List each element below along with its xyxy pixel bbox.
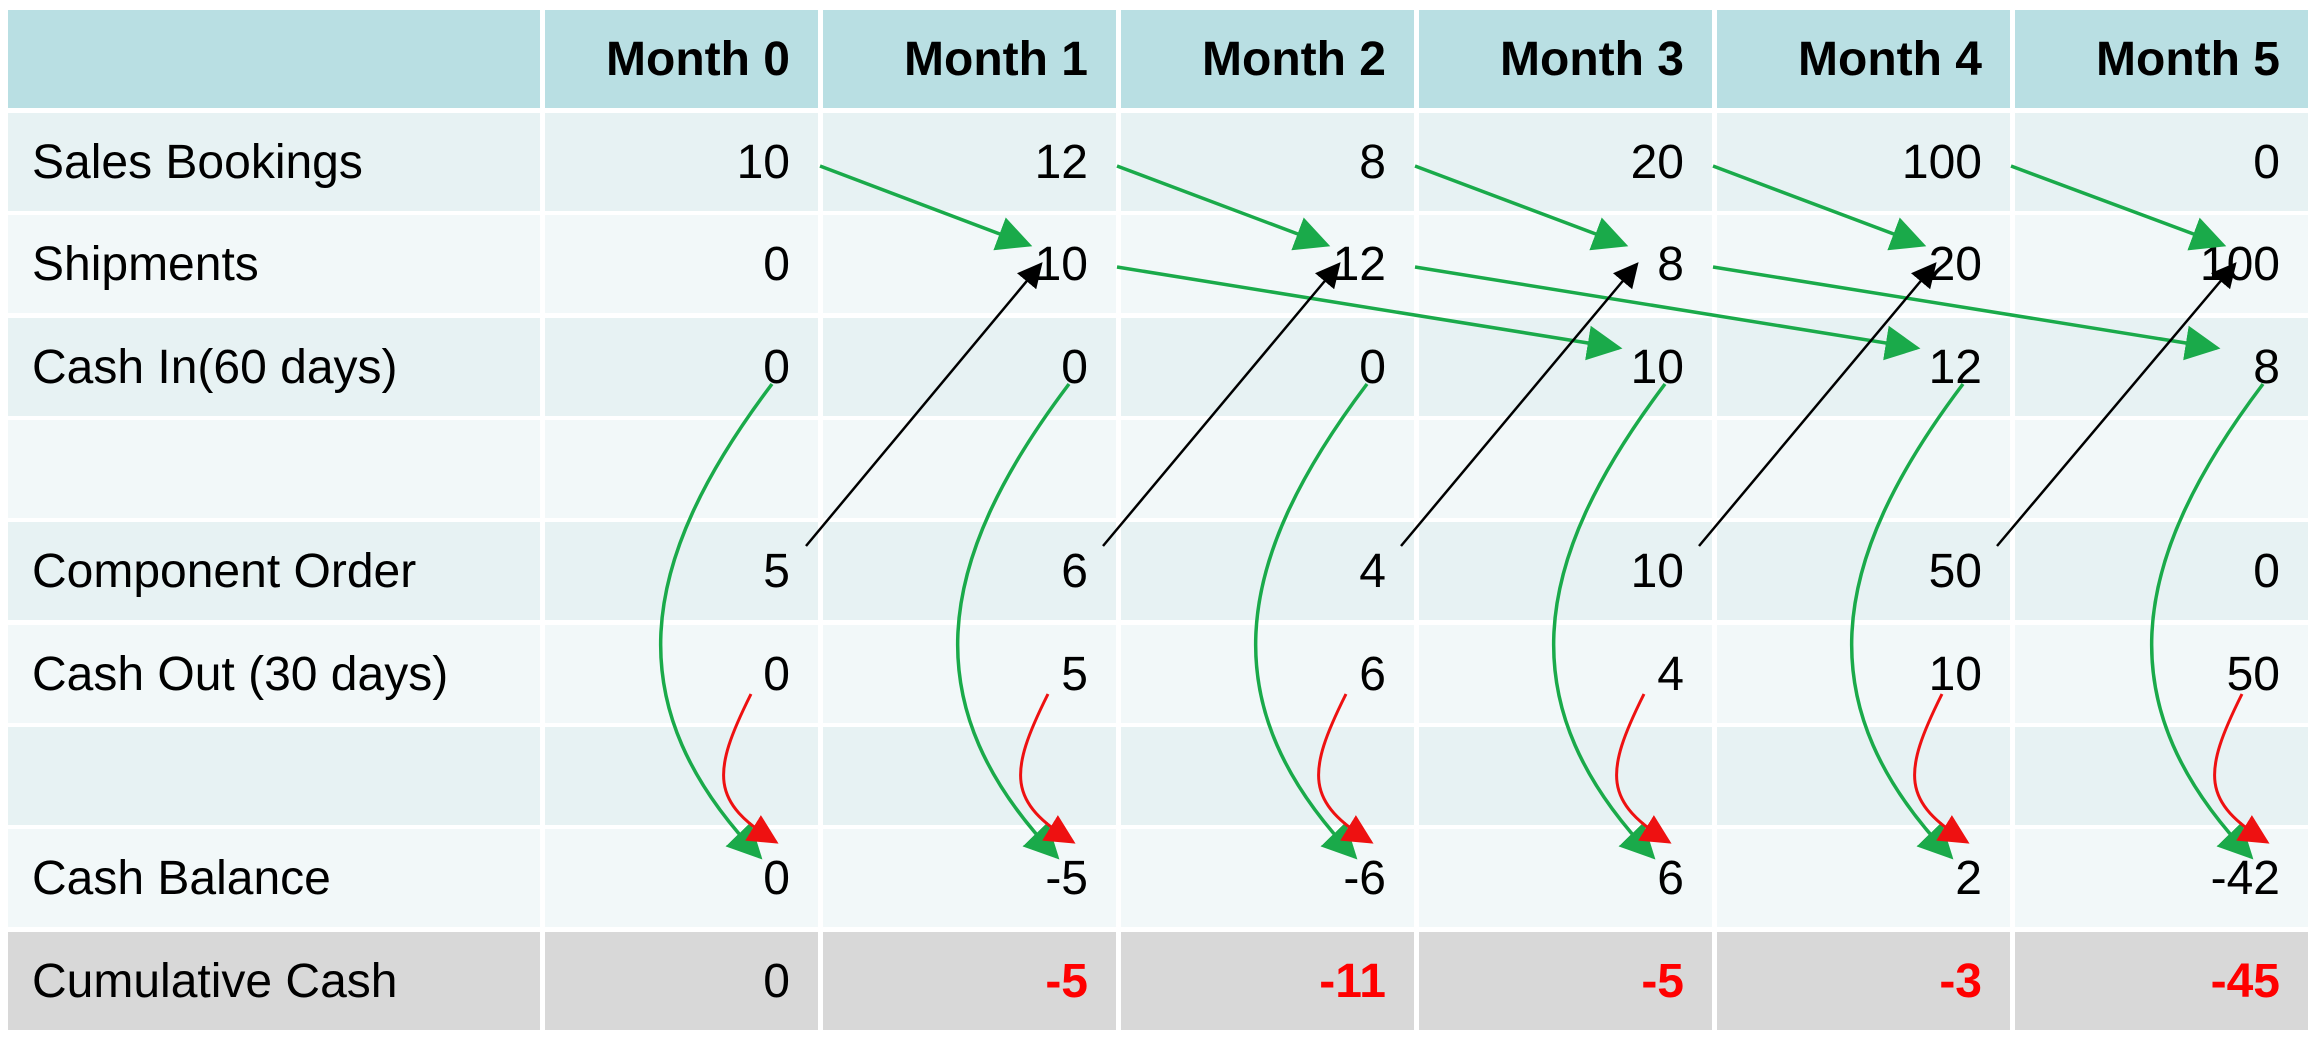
cell-cumulative-cash-m5: -45 bbox=[2015, 932, 2308, 1030]
header-month-5: Month 5 bbox=[2015, 10, 2308, 108]
cell-sales-bookings-m1: 12 bbox=[823, 113, 1116, 211]
cell-cumulative-cash-m2: -11 bbox=[1121, 932, 1414, 1030]
cell-shipments-m5: 100 bbox=[2015, 215, 2308, 313]
cell-spacer-6-m1 bbox=[823, 727, 1116, 825]
cell-cumulative-cash-m4: -3 bbox=[1717, 932, 2010, 1030]
cell-cash-balance-m3: 6 bbox=[1419, 829, 1712, 927]
cell-cash-in-60-days-m2: 0 bbox=[1121, 318, 1414, 416]
row-label-component-order: Component Order bbox=[8, 522, 540, 620]
cell-cash-in-60-days-m0: 0 bbox=[545, 318, 818, 416]
cell-cash-out-30-days-m0: 0 bbox=[545, 625, 818, 723]
row-label-spacer-6 bbox=[8, 727, 540, 825]
cell-spacer-3-m2 bbox=[1121, 420, 1414, 518]
cell-cash-balance-m2: -6 bbox=[1121, 829, 1414, 927]
row-label-spacer-3 bbox=[8, 420, 540, 518]
cell-spacer-6-m0 bbox=[545, 727, 818, 825]
cell-cumulative-cash-m3: -5 bbox=[1419, 932, 1712, 1030]
cell-spacer-3-m0 bbox=[545, 420, 818, 518]
cell-spacer-3-m1 bbox=[823, 420, 1116, 518]
cell-cash-balance-m4: 2 bbox=[1717, 829, 2010, 927]
cell-spacer-3-m3 bbox=[1419, 420, 1712, 518]
cell-cash-in-60-days-m5: 8 bbox=[2015, 318, 2308, 416]
header-month-4: Month 4 bbox=[1717, 10, 2010, 108]
header-blank bbox=[8, 10, 540, 108]
cell-sales-bookings-m2: 8 bbox=[1121, 113, 1414, 211]
cell-cash-in-60-days-m4: 12 bbox=[1717, 318, 2010, 416]
cell-cash-in-60-days-m1: 0 bbox=[823, 318, 1116, 416]
header-month-1: Month 1 bbox=[823, 10, 1116, 108]
cell-shipments-m4: 20 bbox=[1717, 215, 2010, 313]
header-month-0: Month 0 bbox=[545, 10, 818, 108]
cell-spacer-3-m5 bbox=[2015, 420, 2308, 518]
cell-cash-out-30-days-m2: 6 bbox=[1121, 625, 1414, 723]
row-label-cash-out-30-days: Cash Out (30 days) bbox=[8, 625, 540, 723]
cell-spacer-6-m2 bbox=[1121, 727, 1414, 825]
cell-spacer-3-m4 bbox=[1717, 420, 2010, 518]
cell-cash-in-60-days-m3: 10 bbox=[1419, 318, 1712, 416]
cell-component-order-m4: 50 bbox=[1717, 522, 2010, 620]
cell-shipments-m1: 10 bbox=[823, 215, 1116, 313]
cell-shipments-m3: 8 bbox=[1419, 215, 1712, 313]
cell-component-order-m3: 10 bbox=[1419, 522, 1712, 620]
row-label-shipments: Shipments bbox=[8, 215, 540, 313]
cell-component-order-m1: 6 bbox=[823, 522, 1116, 620]
cell-cash-out-30-days-m4: 10 bbox=[1717, 625, 2010, 723]
cell-sales-bookings-m3: 20 bbox=[1419, 113, 1712, 211]
cell-shipments-m2: 12 bbox=[1121, 215, 1414, 313]
cell-sales-bookings-m5: 0 bbox=[2015, 113, 2308, 211]
cell-spacer-6-m3 bbox=[1419, 727, 1712, 825]
cell-cash-balance-m1: -5 bbox=[823, 829, 1116, 927]
row-label-cumulative-cash: Cumulative Cash bbox=[8, 932, 540, 1030]
cell-component-order-m2: 4 bbox=[1121, 522, 1414, 620]
row-label-sales-bookings: Sales Bookings bbox=[8, 113, 540, 211]
row-label-cash-balance: Cash Balance bbox=[8, 829, 540, 927]
cell-cumulative-cash-m0: 0 bbox=[545, 932, 818, 1030]
cell-cash-out-30-days-m1: 5 bbox=[823, 625, 1116, 723]
cell-spacer-6-m5 bbox=[2015, 727, 2308, 825]
cell-cash-balance-m0: 0 bbox=[545, 829, 818, 927]
cell-cash-out-30-days-m3: 4 bbox=[1419, 625, 1712, 723]
cell-sales-bookings-m0: 10 bbox=[545, 113, 818, 211]
cell-component-order-m0: 5 bbox=[545, 522, 818, 620]
cell-shipments-m0: 0 bbox=[545, 215, 818, 313]
cell-cumulative-cash-m1: -5 bbox=[823, 932, 1116, 1030]
cell-component-order-m5: 0 bbox=[2015, 522, 2308, 620]
cell-cash-balance-m5: -42 bbox=[2015, 829, 2308, 927]
cell-spacer-6-m4 bbox=[1717, 727, 2010, 825]
cell-sales-bookings-m4: 100 bbox=[1717, 113, 2010, 211]
cell-cash-out-30-days-m5: 50 bbox=[2015, 625, 2308, 723]
row-label-cash-in-60-days: Cash In(60 days) bbox=[8, 318, 540, 416]
header-month-3: Month 3 bbox=[1419, 10, 1712, 108]
header-month-2: Month 2 bbox=[1121, 10, 1414, 108]
